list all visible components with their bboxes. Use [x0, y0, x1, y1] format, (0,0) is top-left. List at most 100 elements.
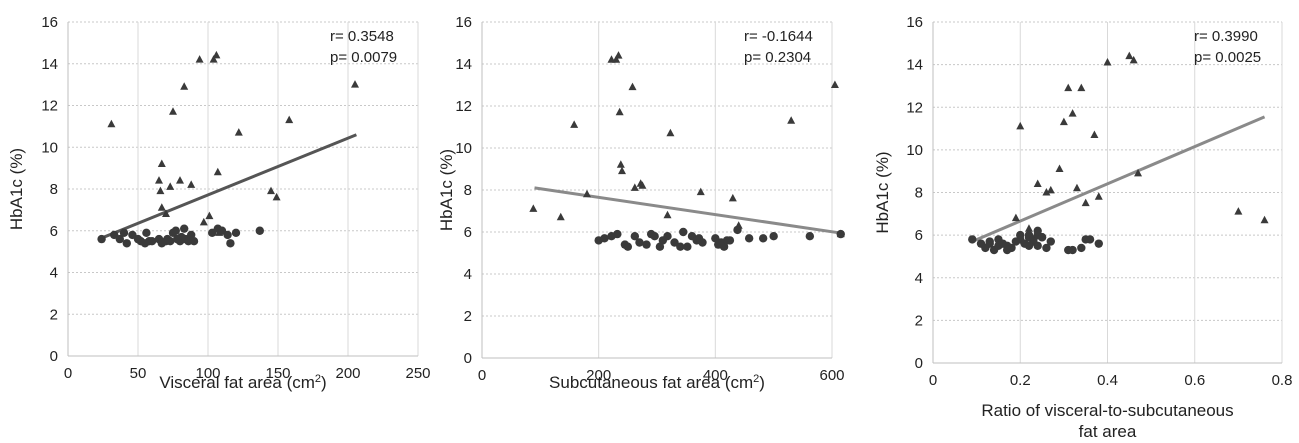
chart-panel-3: 0 2 4 6 8 10 12 14 16 0 0.2 0.4 0.6 0.8 r= 0.3990 p= 0.…: [873, 14, 1292, 441]
triangle-point: [1072, 183, 1081, 192]
x-axis-title-end: ): [321, 373, 327, 392]
r-value-label: r= -0.1644: [744, 28, 813, 45]
circle-point: [187, 230, 196, 240]
trendline: [971, 115, 1266, 243]
y-tick-label: 4: [464, 266, 472, 283]
x-axis-title-superscript: 2: [753, 373, 759, 385]
chart-panel-2: 0 2 4 6 8 10 12 14 16 0 200 400 600 r= -0.1644 p= 0.23…: [437, 14, 845, 392]
triangle-point: [1064, 83, 1073, 92]
p-value-label: p= 0.2304: [744, 49, 811, 66]
circle-point: [805, 232, 815, 241]
triangle-point: [787, 116, 796, 124]
circle-point: [769, 232, 778, 241]
circle-point: [733, 225, 742, 235]
triangle-point: [234, 128, 243, 136]
y-tick-label: 4: [915, 270, 923, 287]
x-axis-title-text: Subcutaneous fat area (cm: [549, 373, 753, 392]
circle-point: [635, 238, 644, 247]
x-tick-label: 250: [405, 365, 430, 382]
circle-point: [758, 234, 768, 243]
circle-point: [171, 226, 180, 235]
x-axis-title: Visceral fat area (cm2): [159, 373, 326, 392]
x-tick-label: 0.2: [1010, 372, 1031, 389]
triangle-point: [1046, 185, 1055, 194]
y-tick-label: 12: [906, 99, 923, 116]
x-axis-title-text: Ratio of visceral-to-subcutaneous: [981, 401, 1233, 420]
triangle-point: [157, 203, 166, 211]
triangle-point: [529, 204, 538, 212]
triangle-point: [1042, 188, 1051, 196]
y-tick-label: 16: [906, 14, 923, 31]
y-tick-label: 8: [915, 185, 923, 202]
circle-point: [623, 242, 633, 251]
r-value-label: r= 0.3548: [330, 28, 394, 45]
x-tick-label: 0.4: [1097, 372, 1118, 389]
circle-point: [1077, 243, 1086, 253]
circle-point: [744, 234, 754, 243]
circle-point: [142, 228, 151, 238]
triangle-point: [162, 209, 170, 218]
y-tick-label: 10: [906, 142, 923, 159]
circle-point: [968, 235, 977, 244]
triangle-point: [1125, 51, 1134, 60]
y-tick-label: 10: [41, 139, 58, 156]
circle-point: [1033, 226, 1042, 236]
triangle-point: [176, 176, 184, 184]
x-axis-title: Ratio of visceral-to-subcutaneous: [981, 401, 1233, 420]
triangle-point: [351, 80, 359, 88]
circle-point: [630, 232, 640, 241]
triangle-point: [180, 82, 189, 90]
x-tick-label: 0.6: [1184, 372, 1205, 389]
circle-point: [166, 236, 175, 246]
triangle-point: [155, 176, 163, 184]
triangle-point: [612, 55, 621, 63]
y-tick-label: 10: [455, 140, 472, 157]
circle-point: [1042, 243, 1051, 253]
triangle-point: [628, 82, 637, 91]
x-tick-label: 150: [265, 365, 290, 382]
triangle-point: [1081, 198, 1090, 207]
y-tick-label: 6: [50, 223, 58, 240]
triangle-point: [1011, 213, 1020, 222]
x-tick-label: 200: [586, 367, 611, 384]
circle-point: [231, 228, 241, 238]
x-axis-title: Subcutaneous fat area (cm2): [549, 373, 765, 392]
x-tick-label: 200: [335, 365, 360, 382]
triangle-point: [1077, 83, 1086, 92]
x-tick-label: 100: [195, 365, 220, 382]
circle-point: [189, 236, 199, 246]
triangle-point: [583, 189, 591, 198]
circle-point: [223, 230, 232, 240]
triangle-point: [1059, 117, 1068, 126]
circle-point: [1094, 239, 1103, 248]
x-tick-label: 0.8: [1272, 372, 1293, 389]
triangle-point: [663, 210, 672, 219]
triangle-point: [1033, 179, 1042, 187]
circle-point: [1024, 241, 1034, 250]
y-tick-label: 12: [455, 98, 472, 115]
circle-point: [698, 238, 707, 247]
triangle-point: [630, 183, 639, 191]
x-tick-label: 400: [703, 367, 728, 384]
triangle-point: [156, 186, 165, 195]
triangle-point: [272, 192, 281, 201]
triangle-point: [213, 167, 222, 176]
circle-point: [613, 229, 622, 239]
y-axis-title: HbA1c (%): [437, 149, 456, 231]
triangle-point: [107, 119, 116, 128]
circle-point: [1016, 230, 1025, 240]
circle-point: [147, 236, 157, 246]
circle-point: [642, 240, 651, 249]
triangle-point: [615, 107, 624, 116]
p-value-label: p= 0.0079: [330, 49, 397, 66]
circle-point: [115, 234, 125, 244]
x-axis-title-end: ): [759, 373, 765, 392]
y-tick-label: 2: [464, 308, 472, 325]
triangle-point: [1016, 121, 1025, 130]
p-value-label: p= 0.0025: [1194, 49, 1261, 66]
triangle-point: [267, 186, 275, 195]
r-value-label: r= 0.3990: [1194, 28, 1258, 45]
triangle-point: [285, 115, 294, 124]
y-tick-label: 6: [915, 227, 923, 244]
triangle-point: [696, 187, 705, 196]
